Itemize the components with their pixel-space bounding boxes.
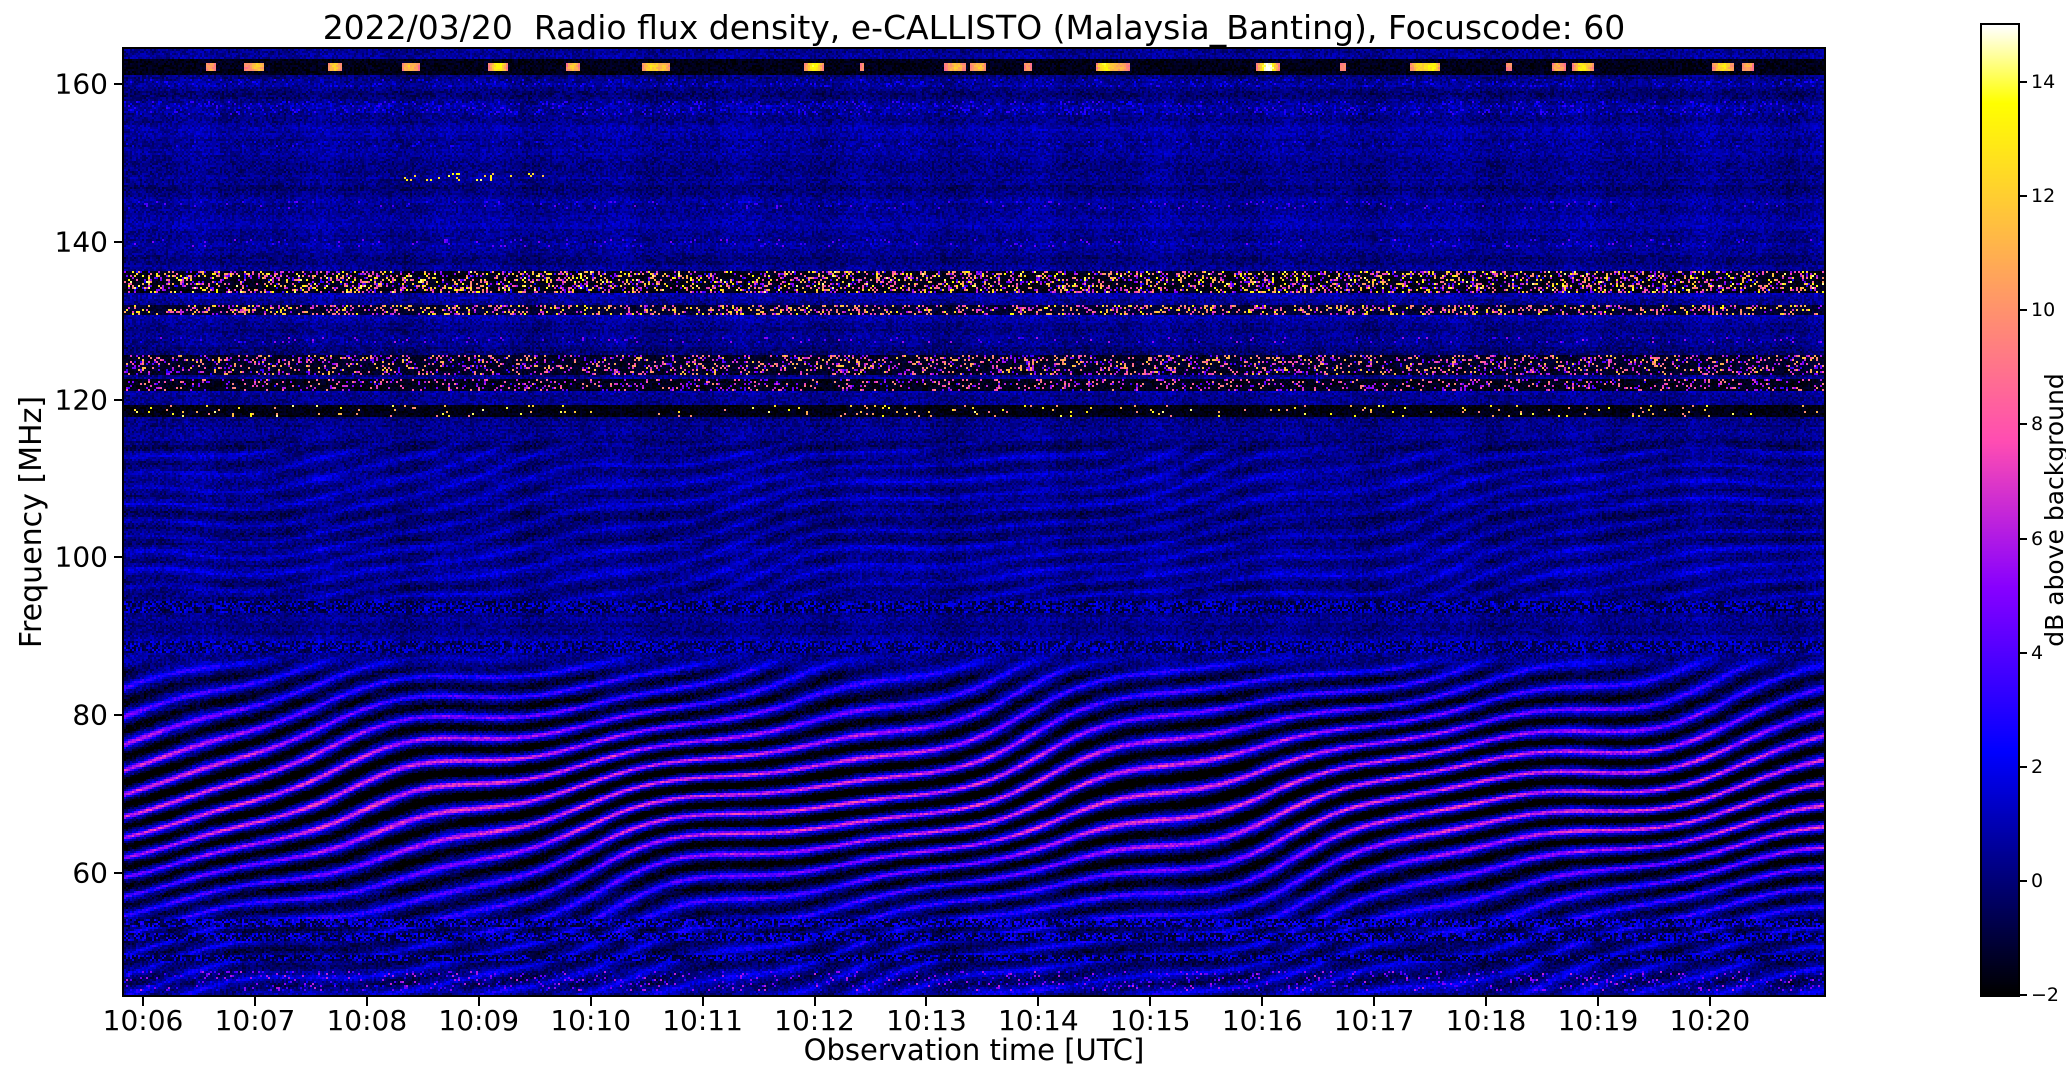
colorbar-tick-mark [2020, 423, 2027, 426]
x-tick-label: 10:13 [886, 1004, 967, 1037]
y-axis-label: Frequency [MHz] [14, 395, 49, 649]
x-tick-mark [142, 997, 145, 1006]
colorbar-gradient [1982, 25, 2018, 995]
y-tick-label: 80 [72, 698, 108, 732]
x-tick-label: 10:19 [1557, 1004, 1639, 1037]
colorbar-tick-mark [2020, 879, 2027, 882]
colorbar-tick-label: 0 [2031, 869, 2044, 892]
x-tick-label: 10:16 [1221, 1004, 1303, 1037]
x-tick-mark [1149, 997, 1152, 1006]
colorbar-tick-label: 6 [2031, 527, 2044, 550]
x-tick-label: 10:17 [1333, 1004, 1415, 1037]
y-tick-label: 100 [54, 540, 108, 574]
x-tick-mark [1485, 997, 1487, 1006]
colorbar-tick-mark [2020, 81, 2027, 84]
x-tick-label: 10:14 [997, 1004, 1079, 1037]
colorbar-tick-mark [2020, 537, 2027, 540]
x-tick-mark [253, 997, 256, 1006]
x-tick-mark [1261, 997, 1264, 1006]
colorbar-tick-mark [2020, 765, 2027, 768]
x-tick-label: 10:18 [1445, 1004, 1527, 1037]
y-tick-mark [114, 241, 123, 244]
x-tick-mark [1596, 997, 1599, 1006]
x-tick-label: 10:08 [326, 1004, 408, 1037]
x-tick-label: 10:10 [550, 1004, 632, 1037]
colorbar-tick-label: 12 [2031, 185, 2056, 208]
x-tick-mark [477, 997, 480, 1006]
y-tick-label: 160 [54, 67, 108, 101]
y-tick-label: 60 [72, 856, 108, 890]
colorbar-tick-label: 4 [2031, 641, 2044, 664]
x-tick-mark [813, 997, 816, 1006]
x-tick-mark [1373, 997, 1376, 1006]
y-tick-label: 140 [54, 225, 108, 259]
x-axis-label: Observation time [UTC] [803, 1033, 1145, 1067]
y-tick-mark [114, 871, 123, 874]
x-tick-label: 10:15 [1109, 1004, 1191, 1037]
y-tick-mark [114, 83, 123, 86]
colorbar-tick-label: −2 [2031, 984, 2060, 1006]
colorbar-label: dB above background [2040, 373, 2066, 647]
colorbar-tick-label: 10 [2031, 299, 2056, 322]
colorbar-tick-label: 14 [2031, 71, 2056, 94]
x-tick-mark [1708, 997, 1711, 1006]
x-tick-mark [925, 997, 928, 1006]
colorbar-tick-mark [2020, 994, 2027, 996]
spectrogram-heatmap [124, 49, 1824, 995]
x-tick-mark [589, 997, 592, 1006]
x-tick-label: 10:11 [662, 1004, 743, 1037]
x-tick-label: 10:06 [102, 1004, 184, 1037]
x-tick-label: 10:20 [1669, 1004, 1751, 1037]
x-tick-mark [701, 997, 704, 1006]
chart-title: 2022/03/20 Radio flux density, e-CALLIST… [322, 8, 1626, 47]
colorbar-tick-mark [2020, 195, 2027, 198]
colorbar-tick-label: 2 [2031, 755, 2044, 778]
x-tick-label: 10:09 [438, 1004, 520, 1037]
y-tick-mark [114, 714, 123, 717]
x-tick-label: 10:07 [214, 1004, 296, 1037]
y-tick-label: 120 [54, 383, 108, 417]
y-tick-mark [114, 556, 123, 559]
colorbar-tick-mark [2020, 309, 2027, 312]
x-tick-mark [365, 997, 368, 1006]
x-tick-label: 10:12 [774, 1004, 855, 1037]
colorbar-tick-label: 8 [2031, 413, 2044, 436]
y-tick-mark [114, 398, 123, 401]
colorbar-tick-mark [2020, 651, 2027, 654]
x-tick-mark [1037, 997, 1040, 1006]
